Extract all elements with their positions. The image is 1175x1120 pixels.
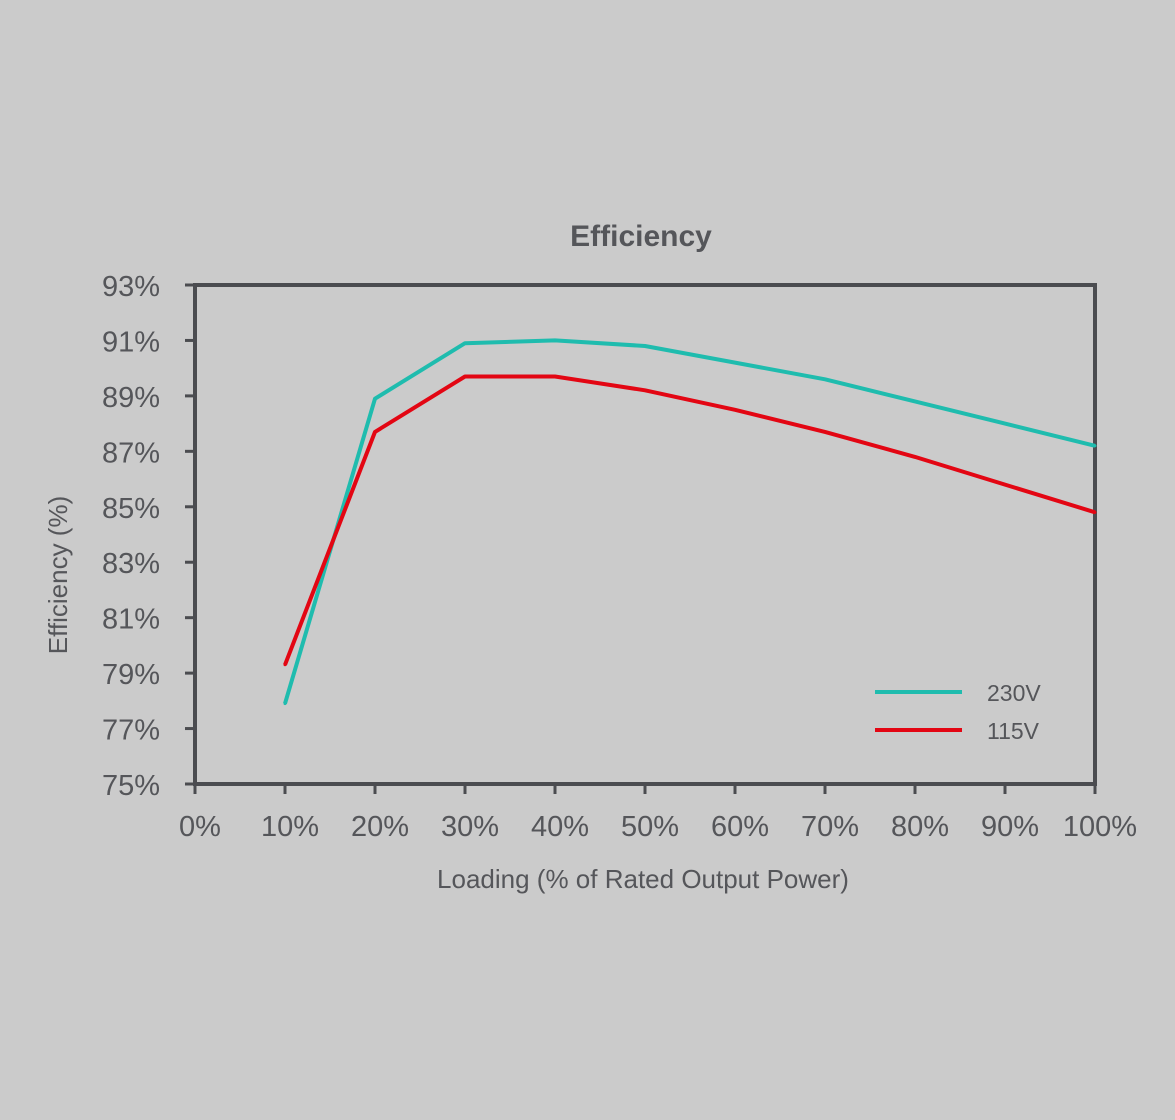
data-point-230v [553,338,557,342]
y-tick-label: 85% [102,493,160,525]
data-point-230v [1093,444,1097,448]
data-point-230v [733,361,737,365]
data-point-115v [463,374,467,378]
plot-area-frame [193,283,1097,786]
data-point-230v [643,344,647,348]
y-axis: 75% 77% 79% 81% 83% 85% 87% 89% 91% 93% [102,271,195,802]
y-tick-label: 89% [102,382,160,414]
data-point-115v [1093,510,1097,514]
data-point-230v [373,397,377,401]
y-tick-label: 93% [102,271,160,303]
x-axis: 0% 10% 20% 30% 40% 50% 60% 70% 80% 90% 100% [179,784,1137,843]
y-tick-label: 83% [102,548,160,580]
y-tick-label: 81% [102,604,160,636]
y-axis-title: Efficiency (%) [43,496,73,654]
x-tick-label: 60% [711,811,769,843]
series-lines [283,338,1097,706]
x-tick-label: 0% [179,811,221,843]
data-point-115v [553,374,557,378]
x-tick-label: 20% [351,811,409,843]
data-point-115v [373,430,377,434]
legend-label-115v: 115V [987,718,1040,744]
data-point-115v [913,455,917,459]
data-point-115v [733,408,737,412]
x-tick-label: 80% [891,811,949,843]
x-tick-label: 30% [441,811,499,843]
data-point-230v [823,377,827,381]
data-point-230v [283,702,287,706]
chart-title: Efficiency [570,220,712,253]
data-point-230v [1003,422,1007,426]
x-tick-label: 100% [1063,811,1137,843]
y-tick-label: 91% [102,326,160,358]
data-point-115v [823,430,827,434]
y-tick-label: 87% [102,437,160,469]
y-tick-label: 79% [102,659,160,691]
y-tick-label: 75% [102,770,160,802]
legend: 230V 115V [875,680,1041,744]
data-point-115v [643,388,647,392]
data-point-115v [1003,483,1007,487]
x-tick-label: 40% [531,811,589,843]
series-line-115v [283,374,1096,666]
x-tick-label: 70% [801,811,859,843]
y-tick-label: 77% [102,715,160,747]
data-point-115v [283,663,287,667]
x-axis-title: Loading (% of Rated Output Power) [437,864,849,894]
x-tick-label: 90% [981,811,1039,843]
x-tick-label: 50% [621,811,679,843]
data-point-230v [463,341,467,345]
x-tick-label: 10% [261,811,319,843]
legend-label-230v: 230V [987,680,1041,706]
data-point-230v [913,399,917,403]
series-line-230v [283,338,1096,705]
